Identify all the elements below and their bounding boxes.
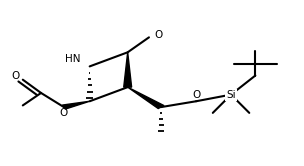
Text: O: O xyxy=(192,90,200,100)
Text: O: O xyxy=(12,71,20,81)
Polygon shape xyxy=(124,52,132,87)
Polygon shape xyxy=(62,101,90,109)
Text: O: O xyxy=(60,108,68,118)
Text: HN: HN xyxy=(65,54,80,64)
Text: Si: Si xyxy=(226,90,236,100)
Text: O: O xyxy=(154,30,162,40)
Polygon shape xyxy=(128,87,164,109)
